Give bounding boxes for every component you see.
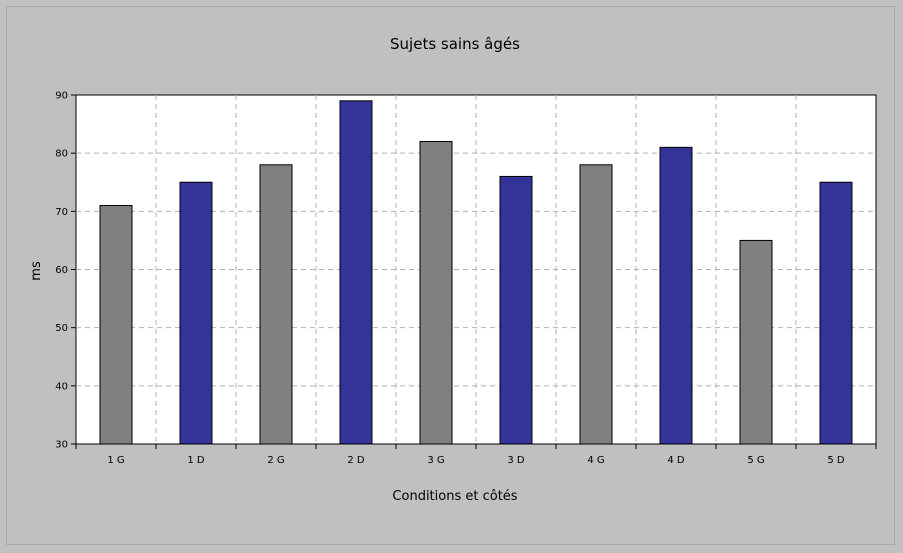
y-tick-label: 50 (55, 323, 68, 334)
x-tick-label: 1 G (107, 455, 124, 466)
y-axis-label: ms (29, 261, 44, 281)
bar-4-d (659, 146, 693, 445)
chart-frame: Sujets sains âgés 30 40 50 60 70 80 90 1 G 1 D 2 … (6, 6, 895, 545)
x-tick-label: 3 D (507, 455, 525, 466)
x-tick-label: 3 G (427, 455, 444, 466)
bar-chart: Sujets sains âgés 30 40 50 60 70 80 90 1 G 1 D 2 … (29, 35, 877, 504)
y-tick-label: 90 (55, 91, 68, 102)
y-tick-label: 40 (55, 381, 68, 392)
bar-2-d (339, 100, 373, 445)
x-tick-label: 5 G (747, 455, 764, 466)
chart-title: Sujets sains âgés (390, 35, 520, 53)
x-tick-label: 4 G (587, 455, 604, 466)
x-tick-label: 1 D (187, 455, 205, 466)
y-tick-label: 30 (55, 440, 68, 451)
x-tick-label: 2 G (267, 455, 284, 466)
bar-3-d (499, 175, 533, 445)
bar-1-d (179, 181, 213, 445)
y-tick-label: 80 (55, 149, 68, 160)
plot-area: 30 40 50 60 70 80 90 1 G 1 D 2 G 2 D 3 G 3 D 4 G 4 D 5 … (55, 91, 877, 466)
bar-2-g (259, 164, 293, 445)
y-tick-label: 70 (55, 207, 68, 218)
bar-5-d (819, 181, 853, 445)
x-tick-label: 5 D (827, 455, 845, 466)
bar-5-g (739, 239, 773, 445)
bar-3-g (419, 141, 453, 445)
x-tick-label: 4 D (667, 455, 685, 466)
x-tick-label: 2 D (347, 455, 365, 466)
bar-4-g (579, 164, 613, 445)
x-axis-label: Conditions et côtés (392, 489, 517, 504)
y-tick-label: 60 (55, 265, 68, 276)
bar-1-g (99, 205, 133, 445)
